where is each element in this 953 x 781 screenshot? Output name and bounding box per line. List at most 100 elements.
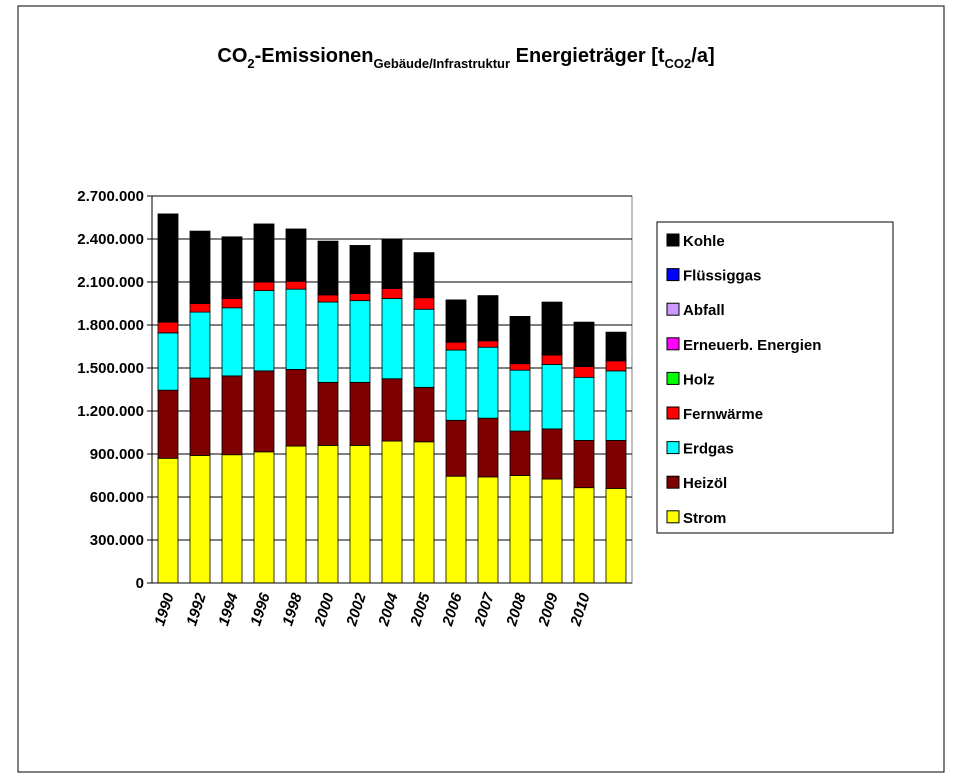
bar-segment bbox=[542, 479, 562, 583]
y-tick-label: 2.400.000 bbox=[77, 231, 144, 248]
bar-segment bbox=[158, 333, 178, 390]
y-tick-label: 1.200.000 bbox=[77, 403, 144, 420]
bar-segment bbox=[286, 289, 306, 369]
bar-segment bbox=[510, 431, 530, 475]
bar-segment bbox=[446, 350, 466, 420]
bar-segment bbox=[478, 341, 498, 347]
legend-label: Kohle bbox=[683, 233, 725, 250]
legend-swatch bbox=[667, 234, 679, 246]
bar-segment bbox=[222, 298, 242, 307]
title-part: -Emissionen bbox=[255, 45, 374, 67]
bar-segment bbox=[606, 332, 626, 359]
legend-swatch bbox=[667, 442, 679, 454]
bar-segment bbox=[606, 440, 626, 488]
bar-segment bbox=[158, 458, 178, 583]
bar-segment bbox=[446, 342, 466, 350]
legend-label: Abfall bbox=[683, 302, 725, 319]
bar-segment bbox=[254, 282, 274, 291]
bar-segment bbox=[606, 488, 626, 583]
bar-segment bbox=[382, 441, 402, 583]
bar-segment bbox=[350, 293, 370, 300]
y-tick-label: 300.000 bbox=[90, 532, 144, 549]
bar-segment bbox=[190, 231, 210, 301]
bar-segment bbox=[478, 296, 498, 339]
legend-swatch bbox=[667, 407, 679, 419]
y-tick-label: 900.000 bbox=[90, 446, 144, 463]
legend-swatch bbox=[667, 303, 679, 315]
legend-label: Holz bbox=[683, 371, 715, 388]
bar-segment bbox=[510, 476, 530, 584]
bar-segment bbox=[414, 309, 434, 387]
bar-segment bbox=[574, 367, 594, 378]
bar-segment bbox=[382, 288, 402, 298]
bar-segment bbox=[510, 316, 530, 361]
bar-segment bbox=[190, 304, 210, 313]
bar-segment bbox=[254, 291, 274, 371]
legend-label: Strom bbox=[683, 510, 726, 527]
y-tick-label: 0 bbox=[136, 575, 144, 592]
bar-segment bbox=[350, 445, 370, 583]
legend-label: Fernwärme bbox=[683, 406, 763, 423]
bar-segment bbox=[542, 364, 562, 429]
bar-segment bbox=[286, 446, 306, 583]
bar-segment bbox=[190, 312, 210, 378]
bar-segment bbox=[286, 229, 306, 279]
legend-swatch bbox=[667, 476, 679, 488]
bar-segment bbox=[574, 440, 594, 487]
y-tick-label: 1.500.000 bbox=[77, 360, 144, 377]
legend-swatch bbox=[667, 269, 679, 281]
bar-segment bbox=[254, 224, 274, 280]
bar-segment bbox=[318, 302, 338, 382]
title-subscript: CO2 bbox=[665, 56, 692, 71]
title-part: /a] bbox=[691, 45, 714, 67]
bar-segment bbox=[478, 347, 498, 418]
legend-swatch bbox=[667, 372, 679, 384]
bar-segment bbox=[574, 377, 594, 440]
bar-segment bbox=[190, 455, 210, 583]
title-subscript: 2 bbox=[247, 56, 254, 71]
bar-segment bbox=[574, 488, 594, 583]
bar-segment bbox=[510, 364, 530, 370]
title-part: CO bbox=[217, 45, 247, 67]
bar-segment bbox=[350, 301, 370, 383]
legend-label: Flüssiggas bbox=[683, 268, 761, 285]
bar-segment bbox=[574, 322, 594, 364]
bar-segment bbox=[222, 455, 242, 583]
bar-segment bbox=[510, 370, 530, 431]
bar-segment bbox=[542, 355, 562, 364]
bar-segment bbox=[478, 418, 498, 477]
bar-segment bbox=[286, 369, 306, 446]
legend-swatch bbox=[667, 338, 679, 350]
y-tick-label: 600.000 bbox=[90, 489, 144, 506]
bar-segment bbox=[606, 371, 626, 441]
legend-swatch bbox=[667, 511, 679, 523]
bar-segment bbox=[318, 382, 338, 445]
bar-segment bbox=[158, 390, 178, 458]
bar-segment bbox=[382, 298, 402, 378]
bar-segment bbox=[158, 214, 178, 320]
bar-segment bbox=[222, 237, 242, 296]
bar-segment bbox=[606, 361, 626, 371]
legend-label: Erdgas bbox=[683, 441, 734, 458]
bar-segment bbox=[478, 477, 498, 583]
bar-segment bbox=[190, 378, 210, 455]
title-part: Energieträger [t bbox=[510, 45, 665, 67]
bar-segment bbox=[414, 442, 434, 583]
bar-segment bbox=[318, 241, 338, 293]
legend-label: Heizöl bbox=[683, 475, 727, 492]
bar-segment bbox=[254, 452, 274, 583]
bar-segment bbox=[222, 376, 242, 455]
legend-label: Erneuerb. Energien bbox=[683, 337, 821, 354]
bar-segment bbox=[318, 445, 338, 583]
y-tick-label: 1.800.000 bbox=[77, 317, 144, 334]
title-subscript: Gebäude/Infrastruktur bbox=[374, 56, 511, 71]
bar-segment bbox=[222, 308, 242, 376]
bar-segment bbox=[382, 239, 402, 286]
bar-segment bbox=[254, 371, 274, 452]
bar-segment bbox=[350, 245, 370, 291]
bar-segment bbox=[542, 302, 562, 353]
y-tick-label: 2.100.000 bbox=[77, 274, 144, 291]
bar-segment bbox=[414, 298, 434, 309]
bar-segment bbox=[350, 382, 370, 445]
